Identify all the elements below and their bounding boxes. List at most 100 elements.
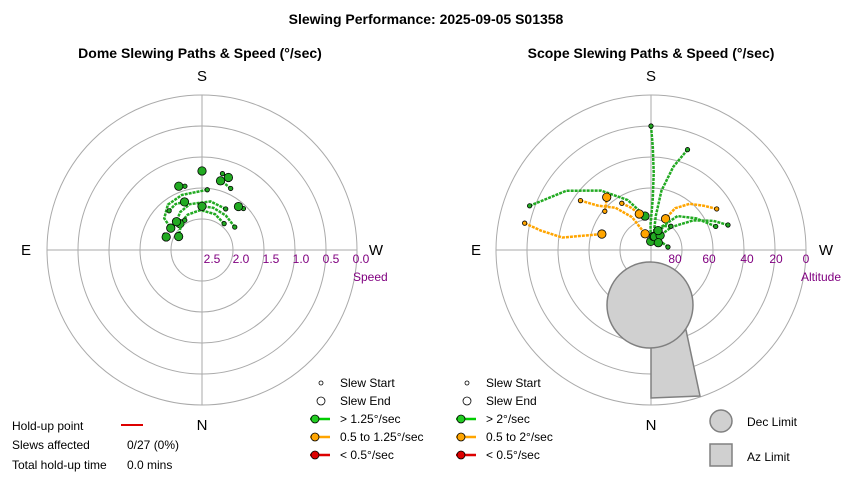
figure-title: Slewing Performance: 2025-09-05 S01358 bbox=[289, 11, 564, 27]
dome-slew-paths bbox=[161, 166, 247, 242]
scope-slew-start bbox=[522, 220, 528, 226]
dome-legend-marker bbox=[318, 380, 324, 386]
dome-legend-marker bbox=[310, 450, 320, 460]
holdup-point-label: Hold-up point bbox=[12, 419, 84, 433]
dome-slew-path bbox=[162, 188, 208, 229]
scope-slew-start bbox=[665, 244, 671, 250]
scope-tick-label: 80 bbox=[668, 252, 682, 266]
dome-slew-end bbox=[223, 172, 234, 183]
dome-slew-start bbox=[182, 217, 188, 223]
scope-slew-end bbox=[634, 209, 644, 219]
scope-slew-path bbox=[649, 125, 655, 242]
dome-tick-label: 2.0 bbox=[233, 252, 250, 266]
scope-slew-path bbox=[529, 189, 646, 217]
slews-affected-value: 0/27 (0%) bbox=[127, 438, 179, 452]
dome-slew-path bbox=[168, 200, 185, 212]
scope-compass-w: W bbox=[819, 242, 834, 259]
dome-slew-end bbox=[215, 176, 226, 186]
dome-legend-label: 0.5 to 1.25°/sec bbox=[340, 430, 424, 444]
slews-affected-label: Slews affected bbox=[12, 438, 90, 452]
dome-tick-label: 0.5 bbox=[323, 252, 340, 266]
scope-legend-marker bbox=[462, 396, 472, 406]
scope-slew-end bbox=[653, 238, 663, 248]
scope-legend-marker bbox=[456, 414, 466, 424]
scope-tick-label: 20 bbox=[769, 252, 783, 266]
dome-slew-end bbox=[174, 181, 184, 191]
scope-tick-label: 40 bbox=[740, 252, 754, 266]
scope-slew-start bbox=[619, 200, 625, 206]
dome-slew-end bbox=[174, 231, 184, 242]
scope-slew-start bbox=[602, 208, 608, 214]
scope-legend-label: 0.5 to 2°/sec bbox=[486, 430, 553, 444]
dome-tick-label: 1.0 bbox=[293, 252, 310, 266]
scope-legend-label: < 0.5°/sec bbox=[486, 448, 540, 462]
dome-legend-label: < 0.5°/sec bbox=[340, 448, 394, 462]
scope-compass-e: E bbox=[471, 242, 481, 259]
dome-slew-end bbox=[197, 201, 207, 211]
scope-slew-start bbox=[725, 222, 731, 228]
scope-slew-path bbox=[664, 202, 718, 220]
dec-limit-label: Dec Limit bbox=[747, 415, 798, 429]
scope-legend-label: Slew Start bbox=[486, 376, 541, 390]
dome-compass-w: W bbox=[369, 242, 384, 259]
dome-compass-n: N bbox=[197, 417, 208, 434]
dome-legend: Slew Start Slew End > 1.25°/sec 0.5 to 1.25… bbox=[310, 376, 424, 462]
scope-tick-label: 60 bbox=[702, 252, 716, 266]
dome-slew-start bbox=[166, 208, 172, 214]
scope-limit-legend: Dec Limit Az Limit bbox=[709, 409, 798, 467]
scope-slew-path bbox=[580, 199, 647, 235]
dec-limit-region bbox=[606, 261, 694, 349]
scope-slew-path bbox=[659, 219, 729, 237]
dome-slew-path bbox=[201, 205, 236, 228]
dome-compass-e: E bbox=[21, 242, 31, 259]
dec-limit-swatch bbox=[709, 409, 733, 433]
dome-legend-label: > 1.25°/sec bbox=[340, 412, 401, 426]
scope-slew-end bbox=[653, 225, 663, 236]
dome-legend-label: Slew End bbox=[340, 394, 391, 408]
dome-slew-end bbox=[197, 166, 207, 176]
scope-legend-marker bbox=[464, 380, 470, 386]
dome-radial-label: Speed bbox=[353, 270, 388, 284]
dome-radial-ticks: 2.5 2.0 1.5 1.0 0.5 0.0 bbox=[204, 252, 370, 266]
dome-tick-label: 2.5 bbox=[204, 252, 221, 266]
dome-slew-start bbox=[221, 221, 227, 227]
az-limit-label: Az Limit bbox=[747, 450, 790, 464]
scope-slew-start bbox=[648, 123, 654, 129]
scope-radial-ticks: 80 60 40 20 0 bbox=[668, 252, 809, 266]
dome-legend-label: Slew Start bbox=[340, 376, 395, 390]
holdup-summary: Hold-up point Slews affected 0/27 (0%) T… bbox=[12, 419, 179, 472]
scope-slew-start bbox=[577, 198, 584, 204]
dome-legend-marker bbox=[310, 414, 320, 424]
scope-slew-start bbox=[714, 206, 720, 212]
dome-slew-end bbox=[171, 217, 182, 227]
dome-slew-path bbox=[175, 200, 227, 223]
scope-slew-end bbox=[597, 229, 607, 239]
scope-slew-paths bbox=[522, 123, 731, 250]
dome-slew-start bbox=[232, 224, 238, 230]
scope-slew-start bbox=[713, 223, 719, 230]
scope-chart: Scope Slewing Paths & Speed (°/sec) S N … bbox=[456, 45, 841, 467]
dome-slew-end bbox=[179, 197, 190, 207]
scope-compass-s: S bbox=[646, 68, 656, 85]
holdup-time-label: Total hold-up time bbox=[12, 458, 107, 472]
dome-title: Dome Slewing Paths & Speed (°/sec) bbox=[78, 45, 322, 61]
scope-slew-start bbox=[684, 147, 691, 153]
scope-slew-start bbox=[527, 203, 533, 209]
dome-slew-end bbox=[233, 201, 244, 212]
scope-radial-label: Altitude bbox=[801, 270, 841, 284]
scope-legend-marker bbox=[456, 450, 466, 460]
az-limit-swatch bbox=[709, 443, 733, 467]
dome-chart: Dome Slewing Paths & Speed (°/sec) S N E… bbox=[21, 45, 424, 462]
holdup-time-value: 0.0 mins bbox=[127, 458, 172, 472]
scope-legend-label: > 2°/sec bbox=[486, 412, 530, 426]
scope-legend: Slew Start Slew End > 2°/sec 0.5 to 2°/sec <… bbox=[456, 376, 553, 462]
dome-slew-end bbox=[166, 223, 176, 233]
dome-slew-start bbox=[204, 187, 210, 193]
scope-slew-start bbox=[668, 223, 674, 229]
dome-slew-start bbox=[219, 171, 226, 177]
dome-tick-label: 1.5 bbox=[263, 252, 280, 266]
dome-slew-end bbox=[161, 232, 171, 242]
dome-compass-s: S bbox=[197, 68, 207, 85]
dome-tick-label: 0.0 bbox=[353, 252, 370, 266]
scope-compass-n: N bbox=[646, 417, 657, 434]
